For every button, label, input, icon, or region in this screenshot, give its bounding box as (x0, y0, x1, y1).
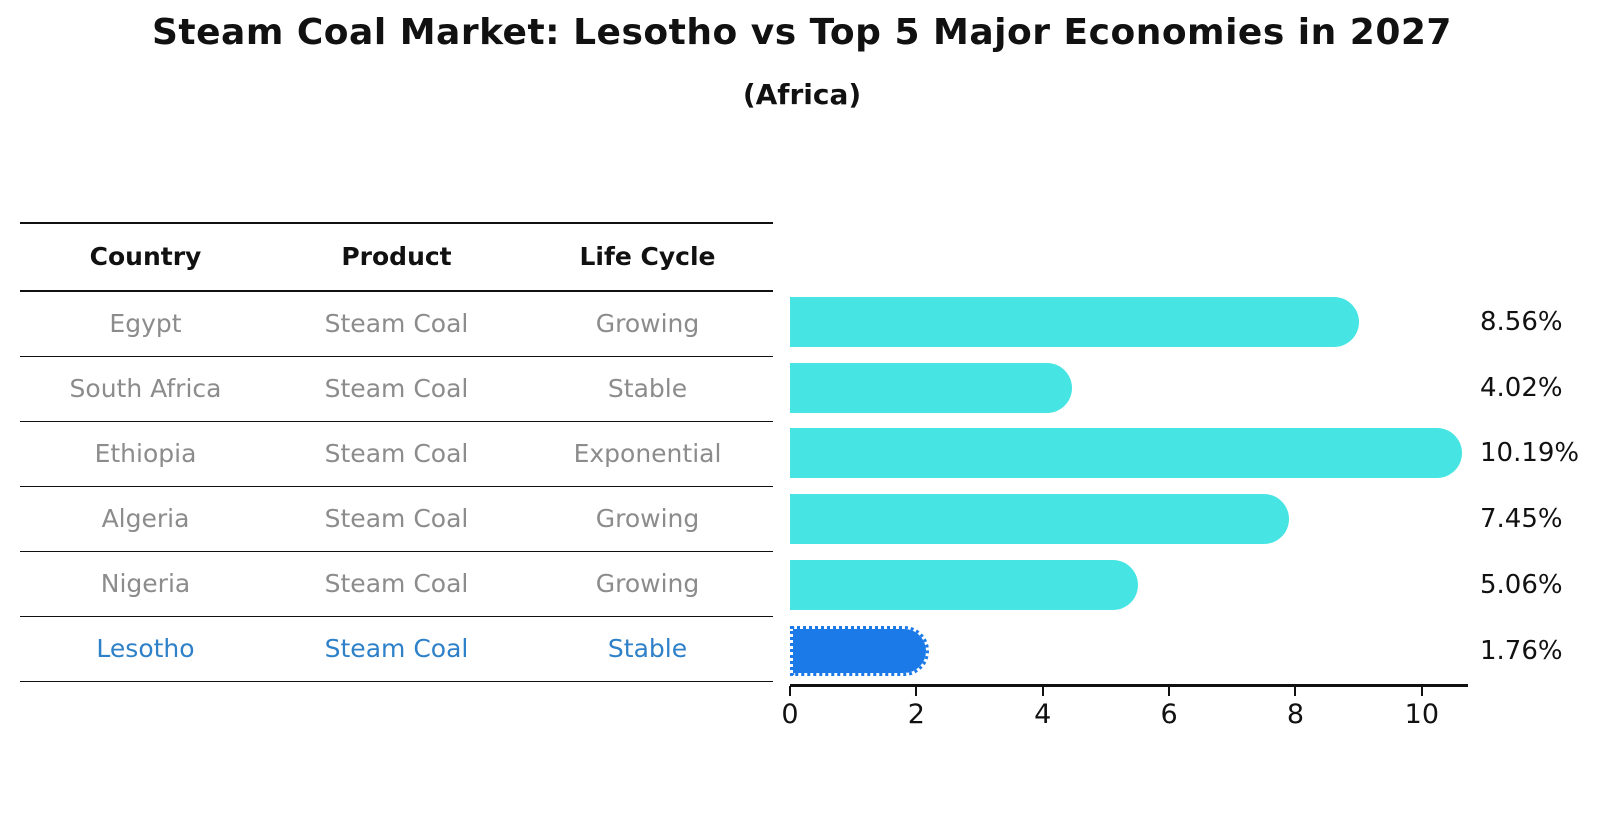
table-header-row: Country Product Life Cycle (20, 224, 773, 292)
table-cell-country: Egypt (109, 309, 182, 338)
table-cell-country: South Africa (69, 374, 222, 403)
table-cell-country: Lesotho (96, 634, 195, 663)
table-row-south-africa: South Africa Steam Coal Stable (20, 357, 773, 422)
country-table: Country Product Life Cycle Egypt Steam Co… (20, 222, 773, 682)
x-axis-tick-label: 4 (1034, 699, 1052, 730)
table-cell-country: Algeria (101, 504, 190, 533)
bar-row (790, 486, 1468, 552)
table-header-country: Country (89, 242, 202, 272)
table-cell-life-cycle: Stable (607, 634, 688, 663)
x-axis-tick-label: 10 (1404, 699, 1440, 730)
table-cell-product: Steam Coal (324, 634, 469, 663)
table-cell-product: Steam Coal (324, 569, 469, 598)
table-cell-product: Steam Coal (324, 374, 469, 403)
value-label-nigeria: 5.06% (1480, 570, 1563, 601)
x-axis-tick-label: 2 (907, 699, 925, 730)
table-cell-product: Steam Coal (324, 504, 469, 533)
table-row-egypt: Egypt Steam Coal Growing (20, 292, 773, 357)
table-header-life-cycle: Life Cycle (579, 242, 716, 272)
table-row-algeria: Algeria Steam Coal Growing (20, 487, 773, 552)
bar-row (790, 355, 1468, 421)
table-cell-life-cycle: Growing (595, 504, 700, 533)
value-label-ethiopia: 10.19% (1480, 438, 1580, 469)
bar-nigeria (790, 560, 1138, 611)
table-cell-country: Ethiopia (94, 439, 197, 468)
table-body: Egypt Steam Coal Growing South Africa Steam … (20, 292, 773, 682)
value-label-lesotho: 1.76% (1480, 635, 1563, 666)
table-cell-life-cycle: Growing (595, 309, 700, 338)
value-label-egypt: 8.56% (1480, 306, 1563, 337)
table-cell-country: Nigeria (100, 569, 191, 598)
x-axis-line (790, 684, 1468, 687)
bar-plot (790, 289, 1468, 683)
table-row-nigeria: Nigeria Steam Coal Growing (20, 552, 773, 617)
x-axis-tick (789, 686, 791, 696)
bar-algeria (790, 494, 1289, 545)
bar-row (790, 289, 1468, 355)
x-axis-tick (1294, 686, 1297, 696)
value-label-algeria: 7.45% (1480, 504, 1563, 535)
bar-egypt (790, 296, 1359, 347)
chart-subtitle: (Africa) (742, 78, 862, 111)
table-cell-life-cycle: Growing (595, 569, 700, 598)
x-axis-tick-label: 0 (781, 699, 799, 730)
bar-south-africa (790, 362, 1072, 413)
bar-row (790, 421, 1468, 487)
bar-ethiopia (790, 428, 1462, 479)
table-cell-product: Steam Coal (324, 309, 469, 338)
value-label-south-africa: 4.02% (1480, 372, 1563, 403)
bar-row (790, 552, 1468, 618)
table-row-lesotho: Lesotho Steam Coal Stable (20, 617, 773, 682)
table-cell-product: Steam Coal (324, 439, 469, 468)
table-header-product: Product (341, 242, 452, 272)
table-cell-life-cycle: Exponential (573, 439, 722, 468)
x-axis-tick-label: 6 (1160, 699, 1178, 730)
table-row-ethiopia: Ethiopia Steam Coal Exponential (20, 422, 773, 487)
x-axis-tick-label: 8 (1286, 699, 1305, 730)
bar-row (790, 618, 1468, 684)
table-cell-life-cycle: Stable (607, 374, 688, 403)
x-axis-tick (1041, 686, 1044, 696)
chart-title: Steam Coal Market: Lesotho vs Top 5 Majo… (152, 12, 1452, 53)
x-axis-tick (915, 686, 918, 696)
bar-lesotho (790, 625, 930, 676)
x-axis-tick (1420, 686, 1423, 696)
x-axis-tick (1168, 686, 1171, 696)
